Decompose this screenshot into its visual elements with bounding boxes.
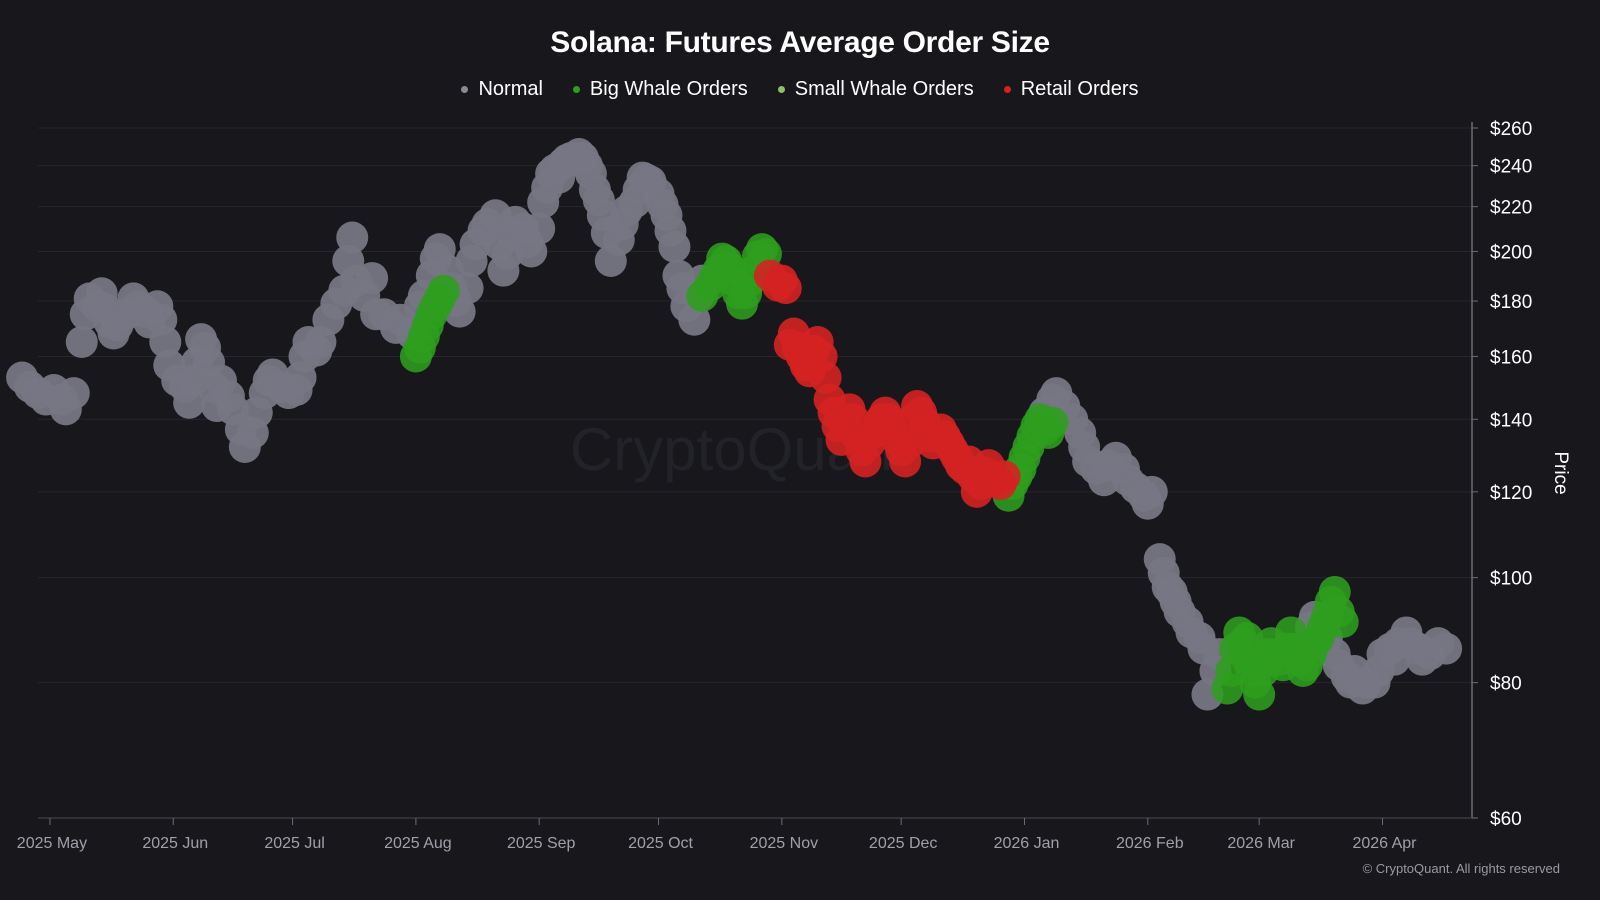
x-tick-label: 2025 May [17,835,87,852]
data-point[interactable] [451,272,484,305]
legend-label-normal: Normal [478,78,543,100]
data-point[interactable] [1036,406,1069,439]
data-point[interactable] [1243,678,1276,711]
points-layer [6,138,1463,711]
legend-item-retail[interactable]: Retail Orders [1003,78,1139,101]
legend-marker-normal [461,86,469,93]
data-point[interactable] [1135,475,1168,508]
chart-title: Solana: Futures Average Order Size [550,26,1050,59]
y-tick-label: $260 [1490,119,1532,140]
data-point[interactable] [1326,606,1359,639]
data-point[interactable] [356,262,389,295]
y-tick-label: $80 [1490,674,1522,695]
data-point[interactable] [658,230,691,263]
y-tick-label: $240 [1490,157,1532,178]
legend-marker-small-whale [777,86,785,93]
chart-legend: Normal Big Whale Orders Small Whale Orde… [0,78,1600,101]
copyright-footer: © CryptoQuant. All rights reserved [1362,861,1560,876]
data-point[interactable] [65,325,98,358]
legend-item-big-whale[interactable]: Big Whale Orders [572,78,748,101]
data-point[interactable] [427,274,460,307]
data-point[interactable] [57,377,90,410]
data-point[interactable] [1243,649,1276,682]
legend-label-big-whale: Big Whale Orders [589,78,748,100]
y-tick-label: $160 [1490,347,1532,368]
axis-layer: $260 $240 $220 $200 $180 $160 $140 $120 $100 $80 $… [17,119,1532,852]
series-big-whale-orders [399,233,1359,711]
x-tick-label: 2025 Aug [384,835,452,852]
legend-label-small-whale: Small Whale Orders [794,78,974,100]
y-tick-label: $220 [1490,198,1532,219]
x-tick-label: 2025 Sep [507,835,576,852]
legend-marker-retail [1003,86,1011,93]
y-tick-label: $100 [1490,569,1532,590]
data-point[interactable] [1211,672,1244,705]
grid-layer [38,127,1472,684]
data-point[interactable] [769,272,802,305]
y-tick-label: $120 [1490,483,1532,504]
data-point[interactable] [1231,621,1264,654]
x-tick-label: 2025 Dec [869,835,938,852]
data-point[interactable] [988,460,1021,493]
y-tick-label: $60 [1490,809,1522,830]
data-point[interactable] [1430,632,1463,665]
x-tick-label: 2025 Jul [264,835,325,852]
x-tick-label: 2026 Mar [1227,835,1295,852]
series-normal [1028,377,1463,711]
legend-item-small-whale[interactable]: Small Whale Orders [777,78,974,101]
y-axis-label: Price [1550,451,1571,494]
x-tick-label: 2025 Nov [750,835,819,852]
legend-label-retail: Retail Orders [1020,78,1139,100]
x-tick-label: 2025 Oct [628,835,693,852]
series-normal [6,138,719,463]
x-tick-label: 2026 Feb [1116,835,1184,852]
x-tick-label: 2026 Apr [1352,835,1417,852]
y-tick-label: $180 [1490,292,1532,313]
legend-item-normal[interactable]: Normal [461,78,543,101]
legend-marker-big-whale [572,86,580,93]
x-tick-label: 2026 Jan [994,835,1060,852]
y-tick-label: $140 [1490,410,1532,431]
data-point[interactable] [336,221,369,254]
y-tick-label: $200 [1490,242,1532,263]
series-retail-orders [753,259,1021,508]
x-tick-label: 2025 Jun [142,835,208,852]
data-point[interactable] [523,212,556,245]
